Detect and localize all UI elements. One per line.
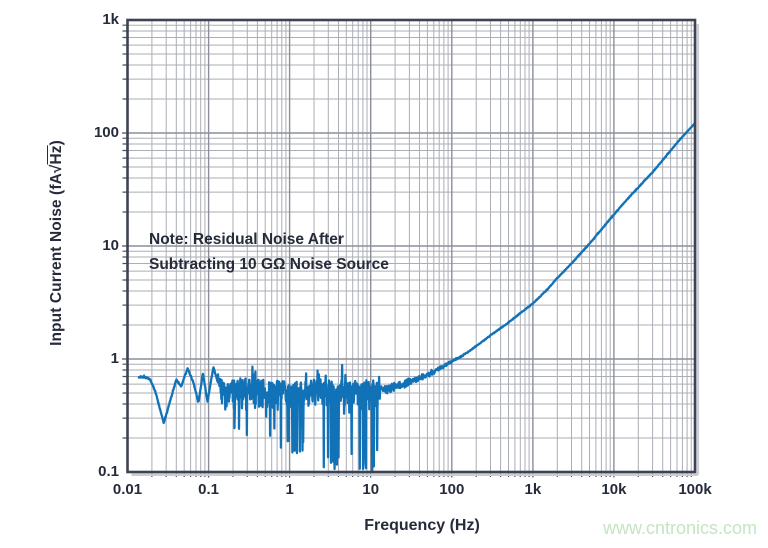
annotation-note: Note: Residual Noise After Subtracting 1… xyxy=(149,227,389,277)
frame-shadow xyxy=(131,24,700,477)
x-tick-label-1k: 1k xyxy=(524,481,542,498)
x-tick-label-100: 100 xyxy=(439,481,465,498)
x-axis-title: Frequency (Hz) xyxy=(364,517,480,534)
x-tick-label-10: 10 xyxy=(362,481,380,498)
y-tick-label-1: 1 xyxy=(110,350,119,367)
x-tick-label-1: 1 xyxy=(285,481,294,498)
x-tick-label-0.1: 0.1 xyxy=(198,481,219,498)
y-tick-label-1k: 1k xyxy=(102,11,119,28)
watermark-text: www.cntronics.com xyxy=(602,518,757,538)
x-tick-label-0.01: 0.01 xyxy=(112,481,143,498)
sqrt-radicand: Hz xyxy=(48,145,65,165)
x-tick-label-10k: 10k xyxy=(601,481,627,498)
plot-frame xyxy=(126,18,697,474)
y-axis-title-text: Input Current Noise (fA xyxy=(48,173,65,346)
sqrt-symbol: √ xyxy=(48,164,65,174)
y-tick-label-100: 100 xyxy=(93,124,119,141)
x-tick-label-100k: 100k xyxy=(678,481,712,498)
grid-major xyxy=(127,20,695,472)
annotation-line2: Subtracting 10 GΩ Noise Source xyxy=(149,256,389,273)
y-tick-label-0.1: 0.1 xyxy=(98,463,119,480)
y-tick-label-10: 10 xyxy=(102,237,119,254)
annotation-line1: Note: Residual Noise After xyxy=(149,231,344,248)
input-current-noise-curve xyxy=(137,122,697,472)
